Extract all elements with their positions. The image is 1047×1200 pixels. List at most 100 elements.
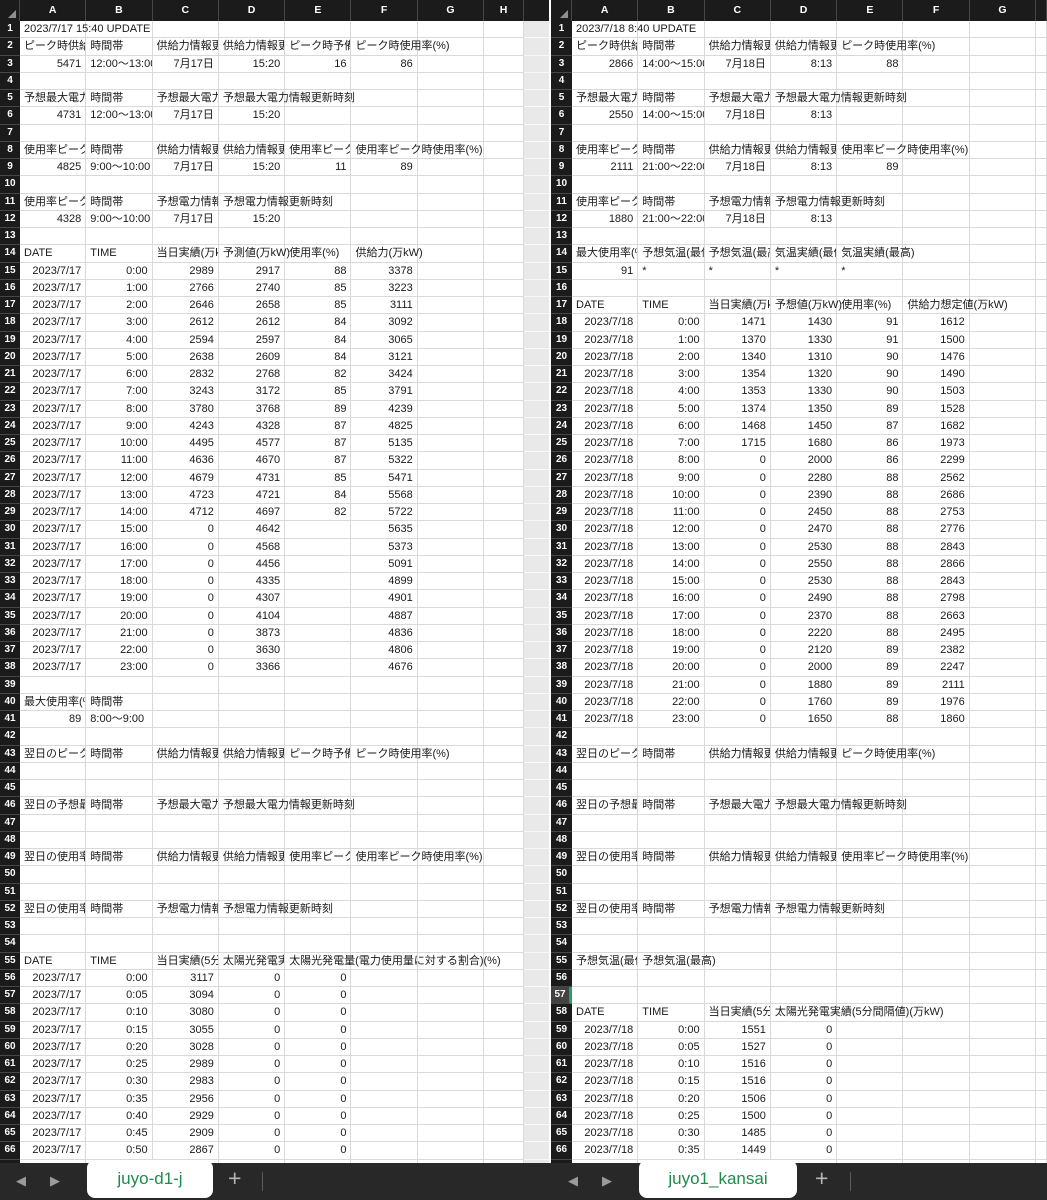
cell[interactable]: 0: [770, 1125, 838, 1143]
cell[interactable]: 23:00: [86, 659, 153, 677]
cell[interactable]: [484, 210, 524, 228]
cell[interactable]: 0: [285, 987, 352, 1005]
cell[interactable]: 1490: [903, 366, 970, 384]
cell[interactable]: 4723: [152, 486, 219, 504]
cell[interactable]: 7:00: [86, 383, 153, 401]
cell[interactable]: [1036, 90, 1047, 108]
cell[interactable]: 2646: [152, 297, 219, 315]
cell[interactable]: [903, 883, 970, 901]
row-header-54[interactable]: 54: [551, 935, 572, 953]
cell[interactable]: [417, 573, 485, 591]
cell[interactable]: [417, 521, 485, 539]
cell[interactable]: [572, 124, 639, 142]
row-header-55[interactable]: 55: [551, 952, 572, 970]
row-header-22[interactable]: 22: [551, 383, 572, 401]
cell[interactable]: 9:00: [86, 417, 153, 435]
cell[interactable]: [218, 935, 286, 953]
row-header-48[interactable]: 48: [0, 831, 20, 849]
cell[interactable]: 91: [837, 314, 904, 332]
cell[interactable]: [417, 676, 485, 694]
cell[interactable]: [484, 987, 524, 1005]
cell[interactable]: [903, 193, 970, 211]
cell[interactable]: 時間帯: [86, 797, 153, 815]
cell[interactable]: 1310: [770, 348, 838, 366]
cell[interactable]: 翌日のピーク時供給力(万kW): [572, 745, 639, 763]
cell[interactable]: 1506: [704, 1090, 771, 1108]
row-header-34[interactable]: 34: [0, 590, 20, 608]
cell[interactable]: ピーク時供給力(万kW): [20, 38, 87, 56]
cell[interactable]: [417, 176, 485, 194]
cell[interactable]: [351, 987, 418, 1005]
row-header-56[interactable]: 56: [551, 969, 572, 987]
cell[interactable]: 当日実績(万kW): [152, 245, 219, 263]
cell[interactable]: 時間帯: [86, 900, 153, 918]
cell[interactable]: 4335: [218, 573, 286, 591]
cell[interactable]: 16:00: [86, 538, 153, 556]
cell[interactable]: [484, 435, 524, 453]
cell[interactable]: [837, 1159, 904, 1163]
row-header-33[interactable]: 33: [551, 573, 572, 591]
cell[interactable]: 8:13: [770, 107, 838, 125]
cell[interactable]: ピーク時使用率(%): [351, 745, 450, 763]
cell[interactable]: [903, 918, 970, 936]
cell[interactable]: [969, 245, 1037, 263]
cell[interactable]: [417, 935, 485, 953]
cell[interactable]: 時間帯: [638, 900, 705, 918]
cell[interactable]: 3172: [218, 383, 286, 401]
cell[interactable]: 2023/7/18: [572, 1073, 639, 1091]
cell[interactable]: 時間帯: [86, 745, 153, 763]
cell[interactable]: 2023/7/17: [20, 400, 87, 418]
row-header-44[interactable]: 44: [551, 762, 572, 780]
cell[interactable]: [837, 987, 904, 1005]
cell[interactable]: 翌日のピーク時供給力(万kW): [20, 745, 87, 763]
cell[interactable]: [572, 883, 639, 901]
cell[interactable]: [969, 417, 1037, 435]
cell[interactable]: [969, 1004, 1037, 1022]
cell[interactable]: 2023/7/17: [20, 366, 87, 384]
cell[interactable]: 3873: [218, 624, 286, 642]
cell[interactable]: 89: [837, 642, 904, 660]
cell[interactable]: [1036, 38, 1047, 56]
cell[interactable]: *: [770, 262, 838, 280]
cell[interactable]: 0:00: [638, 1021, 705, 1039]
cell[interactable]: 87: [285, 435, 352, 453]
cell[interactable]: [969, 693, 1037, 711]
cell[interactable]: 19:00: [86, 590, 153, 608]
cell[interactable]: 7月17日: [152, 159, 219, 177]
cell[interactable]: [351, 1056, 418, 1074]
cell[interactable]: 0: [285, 1159, 352, 1163]
row-header-10[interactable]: 10: [0, 176, 20, 194]
cell[interactable]: 15:20: [218, 210, 286, 228]
cell[interactable]: 2023/7/17: [20, 314, 87, 332]
cell[interactable]: 2111: [903, 676, 970, 694]
row-header-63[interactable]: 63: [551, 1090, 572, 1108]
cell[interactable]: [969, 452, 1037, 470]
cell[interactable]: 2023/7/18: [572, 624, 639, 642]
row-header-39[interactable]: 39: [551, 676, 572, 694]
cell[interactable]: [484, 883, 524, 901]
cell[interactable]: [969, 642, 1037, 660]
cell[interactable]: [20, 728, 87, 746]
cell[interactable]: [969, 849, 1037, 867]
cell[interactable]: [351, 210, 418, 228]
cell[interactable]: 1471: [704, 314, 771, 332]
row-header-1[interactable]: 1: [0, 21, 20, 39]
cell[interactable]: [903, 969, 970, 987]
cell[interactable]: [969, 607, 1037, 625]
cell[interactable]: 1:00: [638, 331, 705, 349]
cell[interactable]: [572, 762, 639, 780]
cell[interactable]: 22:00: [86, 642, 153, 660]
row-header-3[interactable]: 3: [0, 55, 20, 73]
row-header-47[interactable]: 47: [0, 814, 20, 832]
cell[interactable]: 2023/7/18: [572, 366, 639, 384]
cell[interactable]: 予想最大電力(万kW): [20, 90, 87, 108]
row-header-50[interactable]: 50: [0, 866, 20, 884]
cell[interactable]: 5:00: [638, 400, 705, 418]
cell[interactable]: 18:00: [638, 624, 705, 642]
cell[interactable]: [1036, 1021, 1047, 1039]
cell[interactable]: [484, 245, 524, 263]
cell[interactable]: [484, 124, 524, 142]
cell[interactable]: 最大使用率(%): [572, 245, 639, 263]
cell[interactable]: [1036, 366, 1047, 384]
cell[interactable]: [417, 228, 485, 246]
